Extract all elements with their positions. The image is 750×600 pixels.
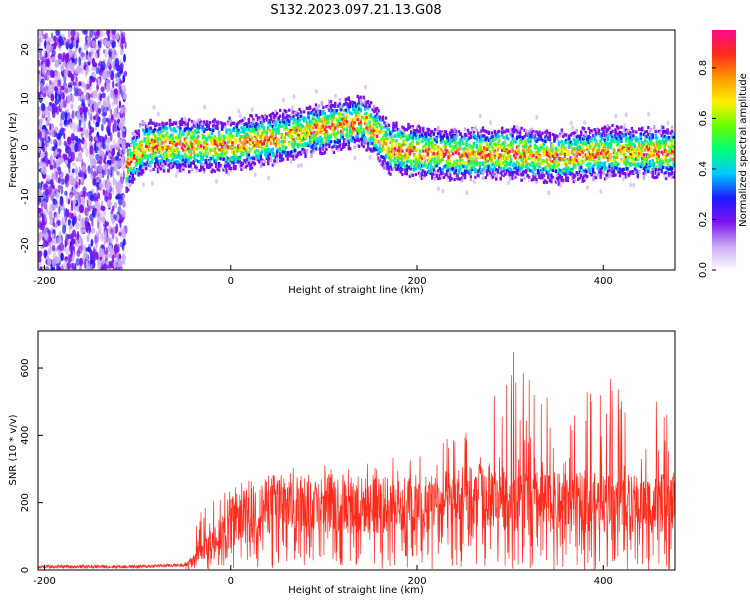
- snr-y-tick-label: 200: [20, 493, 31, 512]
- spectrogram-panel: -200 0 200 400 -20 -10 0 10 20 Height of straig…: [8, 29, 676, 296]
- colorbar-tick-label: 0.4: [698, 161, 709, 177]
- colorbar-tick-label: 0.2: [698, 212, 709, 228]
- spectrogram-y-tick-label: 20: [20, 43, 31, 56]
- snr-y-label: SNR (10 * v/v): [8, 414, 19, 485]
- colorbar-tick-label: 0.8: [698, 60, 709, 76]
- spectrogram-y-tick-label: -10: [20, 188, 31, 204]
- snr-frame: [37, 330, 676, 571]
- snr-y-tick-label: 600: [20, 358, 31, 377]
- spectrogram-y-tick-label: -20: [20, 237, 31, 253]
- colorbar-tick-label: 0.0: [698, 262, 709, 278]
- spectrogram-y-tick-label: 0: [20, 144, 31, 150]
- spectrogram-frame: [37, 29, 676, 271]
- colorbar-tick-label: 0.6: [698, 110, 709, 126]
- spectrogram-x-label: Height of straight line (km): [288, 285, 424, 296]
- colorbar-bar: [712, 30, 736, 270]
- snr-x-ticks: -200 0 200 400: [33, 565, 613, 587]
- spectrogram-y-ticks: -20 -10 0 10 20: [20, 43, 43, 254]
- snr-series-line: [38, 351, 675, 570]
- spectrogram-heatmap: [38, 30, 675, 270]
- snr-x-tick-label: 200: [407, 576, 426, 587]
- colorbar: 0.0 0.2 0.4 0.6 0.8 Normalized spectral ampl…: [698, 30, 749, 278]
- spectrogram-x-tick-label: 400: [594, 276, 613, 287]
- spectrogram-y-label: Frequency (Hz): [8, 112, 19, 188]
- snr-y-ticks: 0 200 400 600: [20, 358, 43, 573]
- snr-y-tick-label: 0: [20, 567, 31, 573]
- snr-x-label: Height of straight line (km): [288, 585, 424, 596]
- spectrogram-x-tick-label: 200: [407, 276, 426, 287]
- spectrogram-x-ticks: -200 0 200 400: [33, 265, 613, 287]
- chart-title: S132.2023.097.21.13.G08: [270, 3, 441, 18]
- spectrogram-x-tick-label: -200: [33, 276, 56, 287]
- colorbar-label: Normalized spectral amplitude: [738, 73, 749, 227]
- colorbar-ticks: 0.0 0.2 0.4 0.6 0.8: [698, 60, 716, 278]
- spectrogram-x-tick-label: 0: [228, 276, 234, 287]
- snr-x-tick-label: 400: [594, 576, 613, 587]
- spectrogram-y-tick-label: 10: [20, 92, 31, 105]
- snr-x-tick-label: 0: [228, 576, 234, 587]
- snr-y-tick-label: 400: [20, 426, 31, 445]
- snr-x-tick-label: -200: [33, 576, 56, 587]
